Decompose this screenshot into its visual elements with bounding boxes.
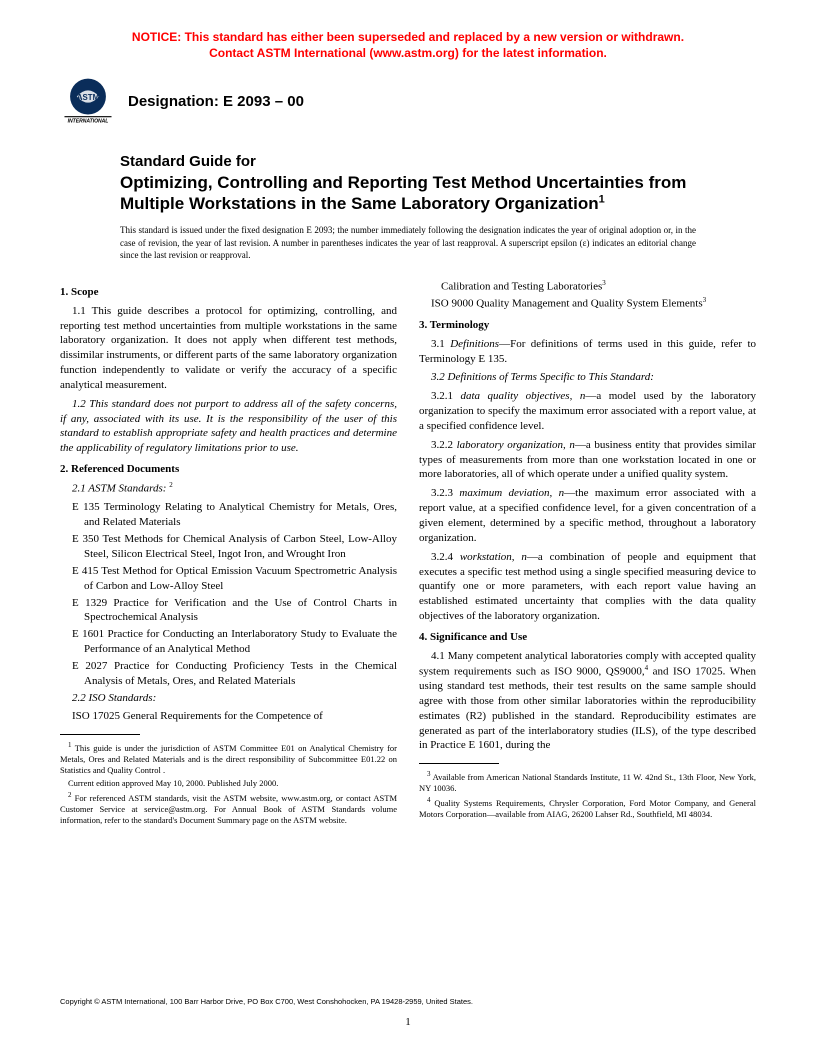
term-3-2-4: 3.2.4 workstation, n—a combination of pe… bbox=[419, 550, 756, 624]
ref-e1601: E 1601 Practice for Conducting an Interl… bbox=[72, 627, 397, 657]
refs-2-1: 2.1 ASTM Standards: 2 bbox=[60, 481, 397, 497]
footnote-3: 3 Available from American National Stand… bbox=[419, 770, 756, 794]
sup3a: 3 bbox=[602, 279, 606, 287]
ref-e2027: E 2027 Practice for Conducting Proficien… bbox=[72, 659, 397, 689]
title-main: Optimizing, Controlling and Reporting Te… bbox=[120, 172, 696, 215]
sup3b: 3 bbox=[703, 296, 707, 304]
ref-e350: E 350 Test Methods for Chemical Analysis… bbox=[72, 532, 397, 562]
scope-1-1: 1.1 This guide describes a protocol for … bbox=[60, 304, 397, 393]
ref-e415: E 415 Test Method for Optical Emission V… bbox=[72, 564, 397, 594]
ref-e1329: E 1329 Practice for Verification and the… bbox=[72, 596, 397, 626]
copyright: Copyright © ASTM International, 100 Barr… bbox=[60, 997, 756, 1006]
svg-text:ASTM: ASTM bbox=[77, 93, 99, 102]
fn2-text: For referenced ASTM standards, visit the… bbox=[60, 793, 397, 825]
refs-2-1-text: 2.1 ASTM Standards: bbox=[72, 483, 166, 495]
left-column: 1. Scope 1.1 This guide describes a prot… bbox=[60, 279, 397, 828]
footnote-4: 4 Quality Systems Requirements, Chrysler… bbox=[419, 796, 756, 820]
footnote-1: 1 This guide is under the jurisdiction o… bbox=[60, 741, 397, 776]
fn4-text: Quality Systems Requirements, Chrysler C… bbox=[419, 798, 756, 819]
notice-line1: NOTICE: This standard has either been su… bbox=[132, 30, 684, 44]
footnotes-right: 3 Available from American National Stand… bbox=[419, 770, 756, 820]
scope-heading: 1. Scope bbox=[60, 285, 397, 300]
fn3-text: Available from American National Standar… bbox=[419, 772, 756, 793]
header-row: ASTM INTERNATIONAL Designation: E 2093 –… bbox=[60, 73, 756, 129]
issuance-note: This standard is issued under the fixed … bbox=[120, 224, 696, 260]
astm-logo: ASTM INTERNATIONAL bbox=[60, 73, 116, 129]
notice-banner: NOTICE: This standard has either been su… bbox=[60, 30, 756, 61]
iso9000-text: ISO 9000 Quality Management and Quality … bbox=[431, 298, 703, 310]
title-prefix: Standard Guide for bbox=[120, 153, 696, 172]
sig-4-1b: and ISO 17025. When using standard test … bbox=[419, 665, 756, 751]
fn1-text: This guide is under the jurisdiction of … bbox=[60, 743, 397, 775]
footnotes-left: 1 This guide is under the jurisdiction o… bbox=[60, 741, 397, 826]
ref-e135: E 135 Terminology Relating to Analytical… bbox=[72, 500, 397, 530]
term-3-2-2: 3.2.2 laboratory organization, n—a busin… bbox=[419, 438, 756, 483]
right-column: Calibration and Testing Laboratories3 IS… bbox=[419, 279, 756, 828]
footnote-rule-left bbox=[60, 734, 140, 735]
svg-text:INTERNATIONAL: INTERNATIONAL bbox=[68, 118, 109, 124]
body-columns: 1. Scope 1.1 This guide describes a prot… bbox=[60, 279, 756, 828]
iso17025-cont-text: Calibration and Testing Laboratories bbox=[441, 281, 602, 293]
footnote-rule-right bbox=[419, 763, 499, 764]
iso17025-cont: Calibration and Testing Laboratories3 bbox=[441, 279, 756, 295]
title-footnote-mark: 1 bbox=[599, 194, 605, 206]
terminology-heading: 3. Terminology bbox=[419, 318, 756, 333]
footnote-1b: Current edition approved May 10, 2000. P… bbox=[60, 778, 397, 789]
ref-iso9000: ISO 9000 Quality Management and Quality … bbox=[431, 296, 756, 312]
refs-2-2: 2.2 ISO Standards: bbox=[60, 691, 397, 706]
refs-heading: 2. Referenced Documents bbox=[60, 462, 397, 477]
refs-sup2: 2 bbox=[169, 481, 173, 489]
scope-1-2: 1.2 This standard does not purport to ad… bbox=[60, 397, 397, 456]
notice-line2: Contact ASTM International (www.astm.org… bbox=[209, 46, 607, 60]
term-3-1: 3.1 Definitions—For definitions of terms… bbox=[419, 337, 756, 367]
term-3-2-1: 3.2.1 data quality objectives, n—a model… bbox=[419, 389, 756, 434]
page-number: 1 bbox=[0, 1016, 816, 1028]
ref-iso17025: ISO 17025 General Requirements for the C… bbox=[72, 709, 397, 724]
footnote-2: 2 For referenced ASTM standards, visit t… bbox=[60, 791, 397, 826]
significance-heading: 4. Significance and Use bbox=[419, 630, 756, 645]
term-3-2: 3.2 Definitions of Terms Specific to Thi… bbox=[419, 370, 756, 385]
designation: Designation: E 2093 – 00 bbox=[128, 93, 304, 110]
sig-4-1: 4.1 Many competent analytical laboratori… bbox=[419, 649, 756, 754]
title-block: Standard Guide for Optimizing, Controlli… bbox=[120, 153, 696, 214]
term-3-2-3: 3.2.3 maximum deviation, n—the maximum e… bbox=[419, 486, 756, 545]
